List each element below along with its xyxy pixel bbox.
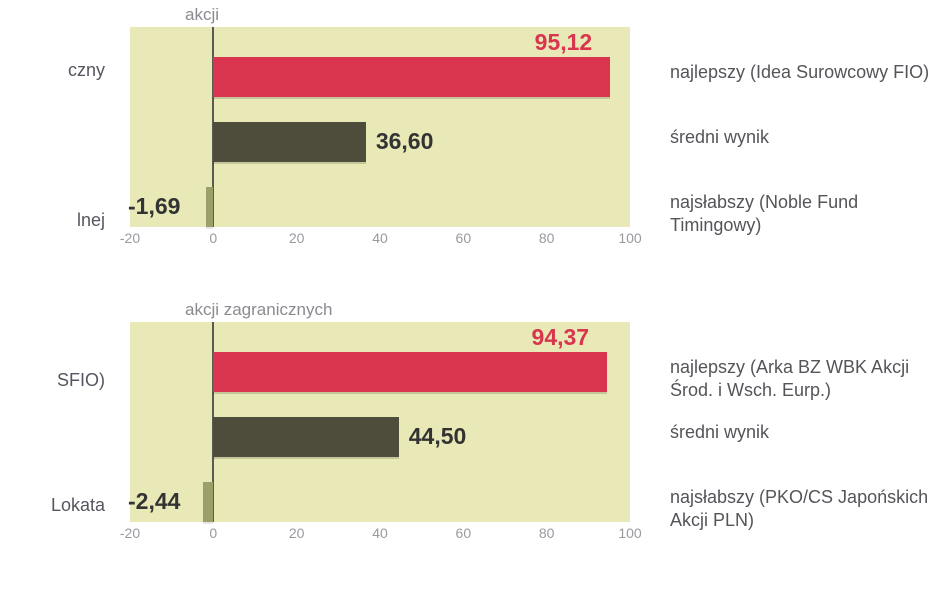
x-axis: -20020406080100	[130, 227, 650, 247]
x-axis-tick: 20	[289, 230, 305, 246]
left-partial-label: SFIO)	[57, 370, 105, 391]
bar-value-label: -2,44	[128, 488, 180, 515]
bar-best	[213, 57, 609, 97]
bar-value-label: 94,37	[532, 324, 590, 351]
bar-right-label: najlepszy (Arka BZ WBK Akcji Środ. i Wsc…	[670, 356, 940, 401]
chart-panel: akcji zagranicznych94,37najlepszy (Arka …	[130, 300, 930, 542]
bar-best	[213, 352, 606, 392]
x-axis-tick: -20	[120, 525, 140, 541]
x-axis-tick: 40	[372, 525, 388, 541]
left-partial-label: czny	[68, 60, 105, 81]
x-axis-tick: 100	[618, 230, 641, 246]
bar-mid	[213, 417, 398, 457]
bar-value-label: 36,60	[376, 128, 434, 155]
x-axis-tick: 0	[209, 525, 217, 541]
bar-low	[206, 187, 213, 227]
x-axis-tick: 40	[372, 230, 388, 246]
x-axis-tick: 100	[618, 525, 641, 541]
x-axis-tick: -20	[120, 230, 140, 246]
chart-plot: 95,12najlepszy (Idea Surowcowy FIO)36,60…	[130, 27, 930, 247]
bar-low	[203, 482, 213, 522]
x-axis: -20020406080100	[130, 522, 650, 542]
x-axis-tick: 60	[456, 230, 472, 246]
bar-right-label: średni wynik	[670, 126, 940, 149]
chart-panel: akcji95,12najlepszy (Idea Surowcowy FIO)…	[130, 5, 930, 247]
bar-value-label: 44,50	[409, 423, 467, 450]
x-axis-tick: 80	[539, 525, 555, 541]
x-axis-tick: 20	[289, 525, 305, 541]
bar-value-label: -1,69	[128, 193, 180, 220]
bar-right-label: najsłabszy (PKO/CS Japońskich Akcji PLN)	[670, 486, 940, 531]
bar-right-label: najsłabszy (Noble Fund Timingowy)	[670, 191, 940, 236]
chart-title: akcji	[185, 5, 930, 27]
x-axis-tick: 0	[209, 230, 217, 246]
left-partial-labels: czny lnej SFIO) Lokata	[0, 0, 115, 593]
x-axis-tick: 80	[539, 230, 555, 246]
bar-right-label: średni wynik	[670, 421, 940, 444]
x-axis-tick: 60	[456, 525, 472, 541]
chart-plot: 94,37najlepszy (Arka BZ WBK Akcji Środ. …	[130, 322, 930, 542]
left-partial-label: lnej	[77, 210, 105, 231]
left-partial-label: Lokata	[51, 495, 105, 516]
bar-right-label: najlepszy (Idea Surowcowy FIO)	[670, 61, 940, 84]
bar-mid	[213, 122, 366, 162]
bar-value-label: 95,12	[535, 29, 593, 56]
chart-title: akcji zagranicznych	[185, 300, 930, 322]
